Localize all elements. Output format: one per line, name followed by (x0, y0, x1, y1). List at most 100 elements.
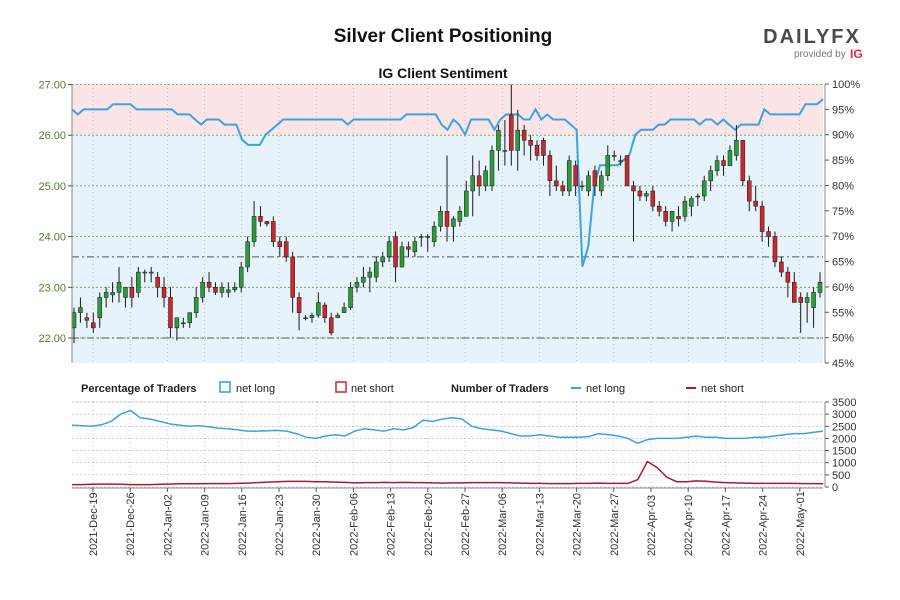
candlestick (361, 267, 366, 288)
candlestick (631, 180, 636, 242)
candlestick (753, 185, 758, 212)
candle-body (592, 170, 598, 187)
candle-body (419, 236, 424, 238)
candle-body (605, 155, 611, 177)
price-tick-label: 24.00 (38, 232, 66, 244)
candlestick (142, 269, 147, 283)
candle-body (316, 302, 321, 316)
candlestick (566, 155, 572, 197)
candle-body (213, 287, 218, 293)
candle-body (451, 218, 456, 227)
candle-body (566, 160, 572, 192)
candle-body (560, 185, 566, 192)
candlestick (804, 292, 810, 323)
candle-body (431, 226, 437, 242)
candlestick (431, 221, 437, 247)
candlestick (656, 201, 662, 217)
percent-tick-label: 95% (832, 104, 854, 116)
candlestick (676, 206, 681, 227)
candlestick (682, 196, 688, 222)
candle-body (110, 292, 115, 296)
candle-body (277, 241, 283, 247)
traders-tick-label: 500 (832, 470, 850, 482)
date-tick-label: 2022-Jan-30 (311, 494, 323, 556)
candlestick (97, 292, 102, 328)
candlestick (136, 267, 141, 298)
candlestick (296, 292, 302, 331)
candle-body (348, 287, 353, 308)
candlestick (123, 287, 128, 308)
candle-body (116, 281, 122, 293)
traders-tick-label: 1000 (832, 458, 856, 470)
candlestick (354, 277, 360, 293)
candlestick (232, 282, 238, 293)
date-tick-label: 2022-Feb-27 (460, 493, 472, 556)
candle-body (200, 281, 205, 298)
candle-body (71, 312, 77, 329)
candle-body (393, 236, 398, 268)
traders-tick-label: 2500 (832, 421, 856, 433)
candlestick (84, 312, 90, 328)
candlestick (206, 272, 212, 293)
date-axis: 2021-Dec-19 2021-Dec-26 2022-Jan-02 2022-Ja… (72, 487, 823, 556)
candle-body (734, 140, 739, 156)
logo-text: DAILYFX (763, 26, 861, 48)
candlestick (470, 155, 475, 217)
candlestick (271, 216, 276, 247)
candlestick (534, 140, 540, 161)
candlestick (611, 150, 617, 161)
candle-body (148, 271, 154, 274)
percent-tick-label: 60% (832, 282, 854, 294)
date-tick-label: 2022-Apr-10 (683, 495, 695, 556)
legend-pct-heading: Percentage of Traders (81, 383, 197, 395)
candlestick (335, 312, 340, 318)
date-tick-label: 2022-Feb-20 (423, 493, 435, 556)
candle-body (573, 165, 578, 187)
candlestick (663, 206, 668, 227)
candlestick (91, 312, 96, 333)
candlestick (747, 175, 752, 212)
candlestick (316, 292, 321, 318)
candlestick (766, 226, 771, 247)
candlestick (303, 315, 308, 321)
candle-body (804, 297, 810, 303)
candle-body (84, 317, 90, 321)
candlestick (348, 282, 353, 311)
ig-logo: IG (850, 47, 863, 61)
date-tick-label: 2022-Jan-02 (162, 494, 174, 556)
candle-body (193, 297, 199, 313)
candlestick (792, 272, 797, 303)
candlestick (226, 282, 231, 298)
candle-body (425, 236, 430, 238)
candlestick (110, 282, 115, 303)
candle-body (470, 175, 475, 192)
candle-body (740, 140, 746, 182)
candle-body (354, 281, 360, 288)
date-tick-label: 2022-Jan-23 (274, 494, 286, 556)
date-tick-label: 2022-Mar-13 (534, 493, 546, 556)
candle-body (541, 140, 546, 156)
candle-body (97, 297, 102, 318)
candlestick (155, 272, 160, 298)
candlestick (341, 302, 347, 313)
candlestick (528, 135, 533, 161)
candle-body (438, 211, 443, 227)
candlestick (444, 155, 450, 242)
candle-body (91, 322, 96, 329)
candle-body (303, 317, 308, 319)
candle-body (412, 241, 418, 253)
candle-body (136, 271, 141, 293)
candlestick (438, 206, 443, 232)
candle-body (103, 292, 109, 298)
candlestick (586, 170, 591, 197)
candlestick (560, 180, 566, 197)
candlestick (399, 241, 405, 268)
candle-body (489, 150, 495, 187)
legend-num-heading: Number of Traders (451, 383, 549, 395)
candle-body (644, 193, 649, 197)
candlestick (200, 277, 205, 303)
traders-tick-label: 0 (832, 482, 838, 494)
date-tick-label: 2022-Mar-06 (497, 493, 509, 556)
price-tick-label: 27.00 (38, 80, 66, 92)
